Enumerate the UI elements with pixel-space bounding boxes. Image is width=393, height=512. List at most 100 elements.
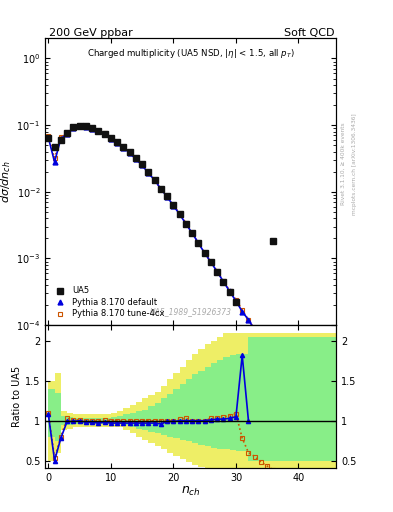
Pythia 8.170 tune-4cx [134, 155, 138, 161]
Pythia 8.170 default [77, 123, 82, 129]
Text: Charged multiplicity (UA5 NSD, $|\eta|$ < 1.5, all $p_T$): Charged multiplicity (UA5 NSD, $|\eta|$ … [87, 47, 294, 60]
Pythia 8.170 default [290, 383, 295, 390]
Pythia 8.170 default [52, 159, 57, 165]
Pythia 8.170 tune-4cx [296, 393, 301, 399]
Pythia 8.170 tune-4cx [196, 240, 201, 246]
Pythia 8.170 tune-4cx [290, 383, 295, 390]
Y-axis label: $d\sigma/dn_{ch}$: $d\sigma/dn_{ch}$ [0, 160, 13, 203]
Pythia 8.170 tune-4cx [277, 365, 282, 371]
Pythia 8.170 default [59, 136, 63, 142]
Pythia 8.170 default [171, 203, 176, 209]
Pythia 8.170 default [158, 186, 163, 192]
Pythia 8.170 default [190, 230, 195, 236]
Pythia 8.170 tune-4cx [177, 210, 182, 217]
Pythia 8.170 tune-4cx [165, 194, 169, 200]
Pythia 8.170 default [233, 298, 238, 304]
UA5 [221, 279, 226, 285]
Pythia 8.170 tune-4cx [215, 268, 220, 274]
Text: Soft QCD: Soft QCD [285, 28, 335, 38]
Pythia 8.170 tune-4cx [152, 177, 157, 183]
Pythia 8.170 default [215, 269, 220, 275]
Pythia 8.170 tune-4cx [96, 127, 101, 134]
Pythia 8.170 tune-4cx [59, 134, 63, 140]
UA5 [96, 127, 101, 134]
Text: 200 GeV ppbar: 200 GeV ppbar [49, 28, 133, 38]
UA5 [215, 269, 220, 275]
UA5 [52, 144, 57, 150]
Line: UA5: UA5 [45, 123, 277, 306]
UA5 [202, 250, 207, 256]
Pythia 8.170 tune-4cx [233, 296, 238, 303]
Pythia 8.170 default [140, 162, 145, 168]
UA5 [121, 144, 126, 150]
Pythia 8.170 default [121, 144, 126, 151]
Text: Rivet 3.1.10, ≥ 400k events: Rivet 3.1.10, ≥ 400k events [341, 122, 346, 205]
Pythia 8.170 tune-4cx [65, 130, 70, 136]
Pythia 8.170 default [184, 221, 188, 227]
UA5 [209, 260, 213, 266]
UA5 [165, 194, 169, 200]
Y-axis label: Ratio to UA5: Ratio to UA5 [12, 366, 22, 428]
Pythia 8.170 default [127, 150, 132, 156]
Pythia 8.170 tune-4cx [52, 155, 57, 161]
Pythia 8.170 default [209, 259, 213, 265]
Pythia 8.170 tune-4cx [252, 326, 257, 332]
UA5 [59, 137, 63, 143]
UA5 [134, 155, 138, 161]
Pythia 8.170 tune-4cx [171, 202, 176, 208]
UA5 [127, 150, 132, 156]
Pythia 8.170 default [96, 128, 101, 134]
Pythia 8.170 tune-4cx [184, 220, 188, 226]
Pythia 8.170 default [46, 135, 51, 141]
Legend: UA5, Pythia 8.170 default, Pythia 8.170 tune-4cx: UA5, Pythia 8.170 default, Pythia 8.170 … [50, 284, 167, 321]
Pythia 8.170 default [227, 288, 232, 294]
Line: Pythia 8.170 default: Pythia 8.170 default [46, 123, 307, 409]
Pythia 8.170 default [65, 131, 70, 137]
Pythia 8.170 tune-4cx [71, 124, 76, 130]
Pythia 8.170 tune-4cx [271, 355, 276, 361]
Pythia 8.170 default [302, 403, 307, 409]
UA5 [108, 135, 113, 141]
Pythia 8.170 tune-4cx [102, 131, 107, 137]
Pythia 8.170 tune-4cx [246, 317, 251, 323]
Pythia 8.170 default [165, 194, 169, 200]
Text: mcplots.cern.ch [arXiv:1306.3436]: mcplots.cern.ch [arXiv:1306.3436] [352, 113, 357, 215]
Pythia 8.170 default [115, 140, 119, 146]
Pythia 8.170 tune-4cx [46, 133, 51, 139]
UA5 [102, 131, 107, 137]
Pythia 8.170 default [202, 250, 207, 256]
Pythia 8.170 default [71, 124, 76, 131]
Text: UA5_1989_S1926373: UA5_1989_S1926373 [150, 308, 231, 316]
Pythia 8.170 default [240, 308, 244, 314]
Pythia 8.170 tune-4cx [265, 345, 270, 351]
UA5 [177, 211, 182, 218]
Pythia 8.170 default [134, 156, 138, 162]
UA5 [196, 240, 201, 246]
Pythia 8.170 tune-4cx [259, 336, 263, 342]
Pythia 8.170 tune-4cx [90, 125, 94, 131]
Pythia 8.170 tune-4cx [240, 307, 244, 313]
UA5 [171, 202, 176, 208]
Pythia 8.170 default [102, 131, 107, 137]
Pythia 8.170 tune-4cx [115, 139, 119, 145]
Pythia 8.170 tune-4cx [108, 135, 113, 141]
Pythia 8.170 default [90, 125, 94, 132]
Pythia 8.170 tune-4cx [209, 259, 213, 265]
Pythia 8.170 default [246, 317, 251, 323]
Pythia 8.170 tune-4cx [284, 373, 288, 379]
Pythia 8.170 tune-4cx [140, 161, 145, 167]
Pythia 8.170 tune-4cx [302, 402, 307, 409]
UA5 [71, 124, 76, 130]
UA5 [271, 239, 276, 245]
Pythia 8.170 default [252, 327, 257, 333]
Pythia 8.170 default [284, 375, 288, 381]
UA5 [90, 125, 94, 131]
Line: Pythia 8.170 tune-4cx: Pythia 8.170 tune-4cx [46, 123, 307, 408]
Pythia 8.170 tune-4cx [158, 186, 163, 192]
UA5 [233, 299, 238, 305]
UA5 [227, 289, 232, 295]
Pythia 8.170 tune-4cx [227, 287, 232, 293]
Pythia 8.170 tune-4cx [202, 250, 207, 256]
Pythia 8.170 tune-4cx [121, 144, 126, 150]
Pythia 8.170 default [108, 136, 113, 142]
